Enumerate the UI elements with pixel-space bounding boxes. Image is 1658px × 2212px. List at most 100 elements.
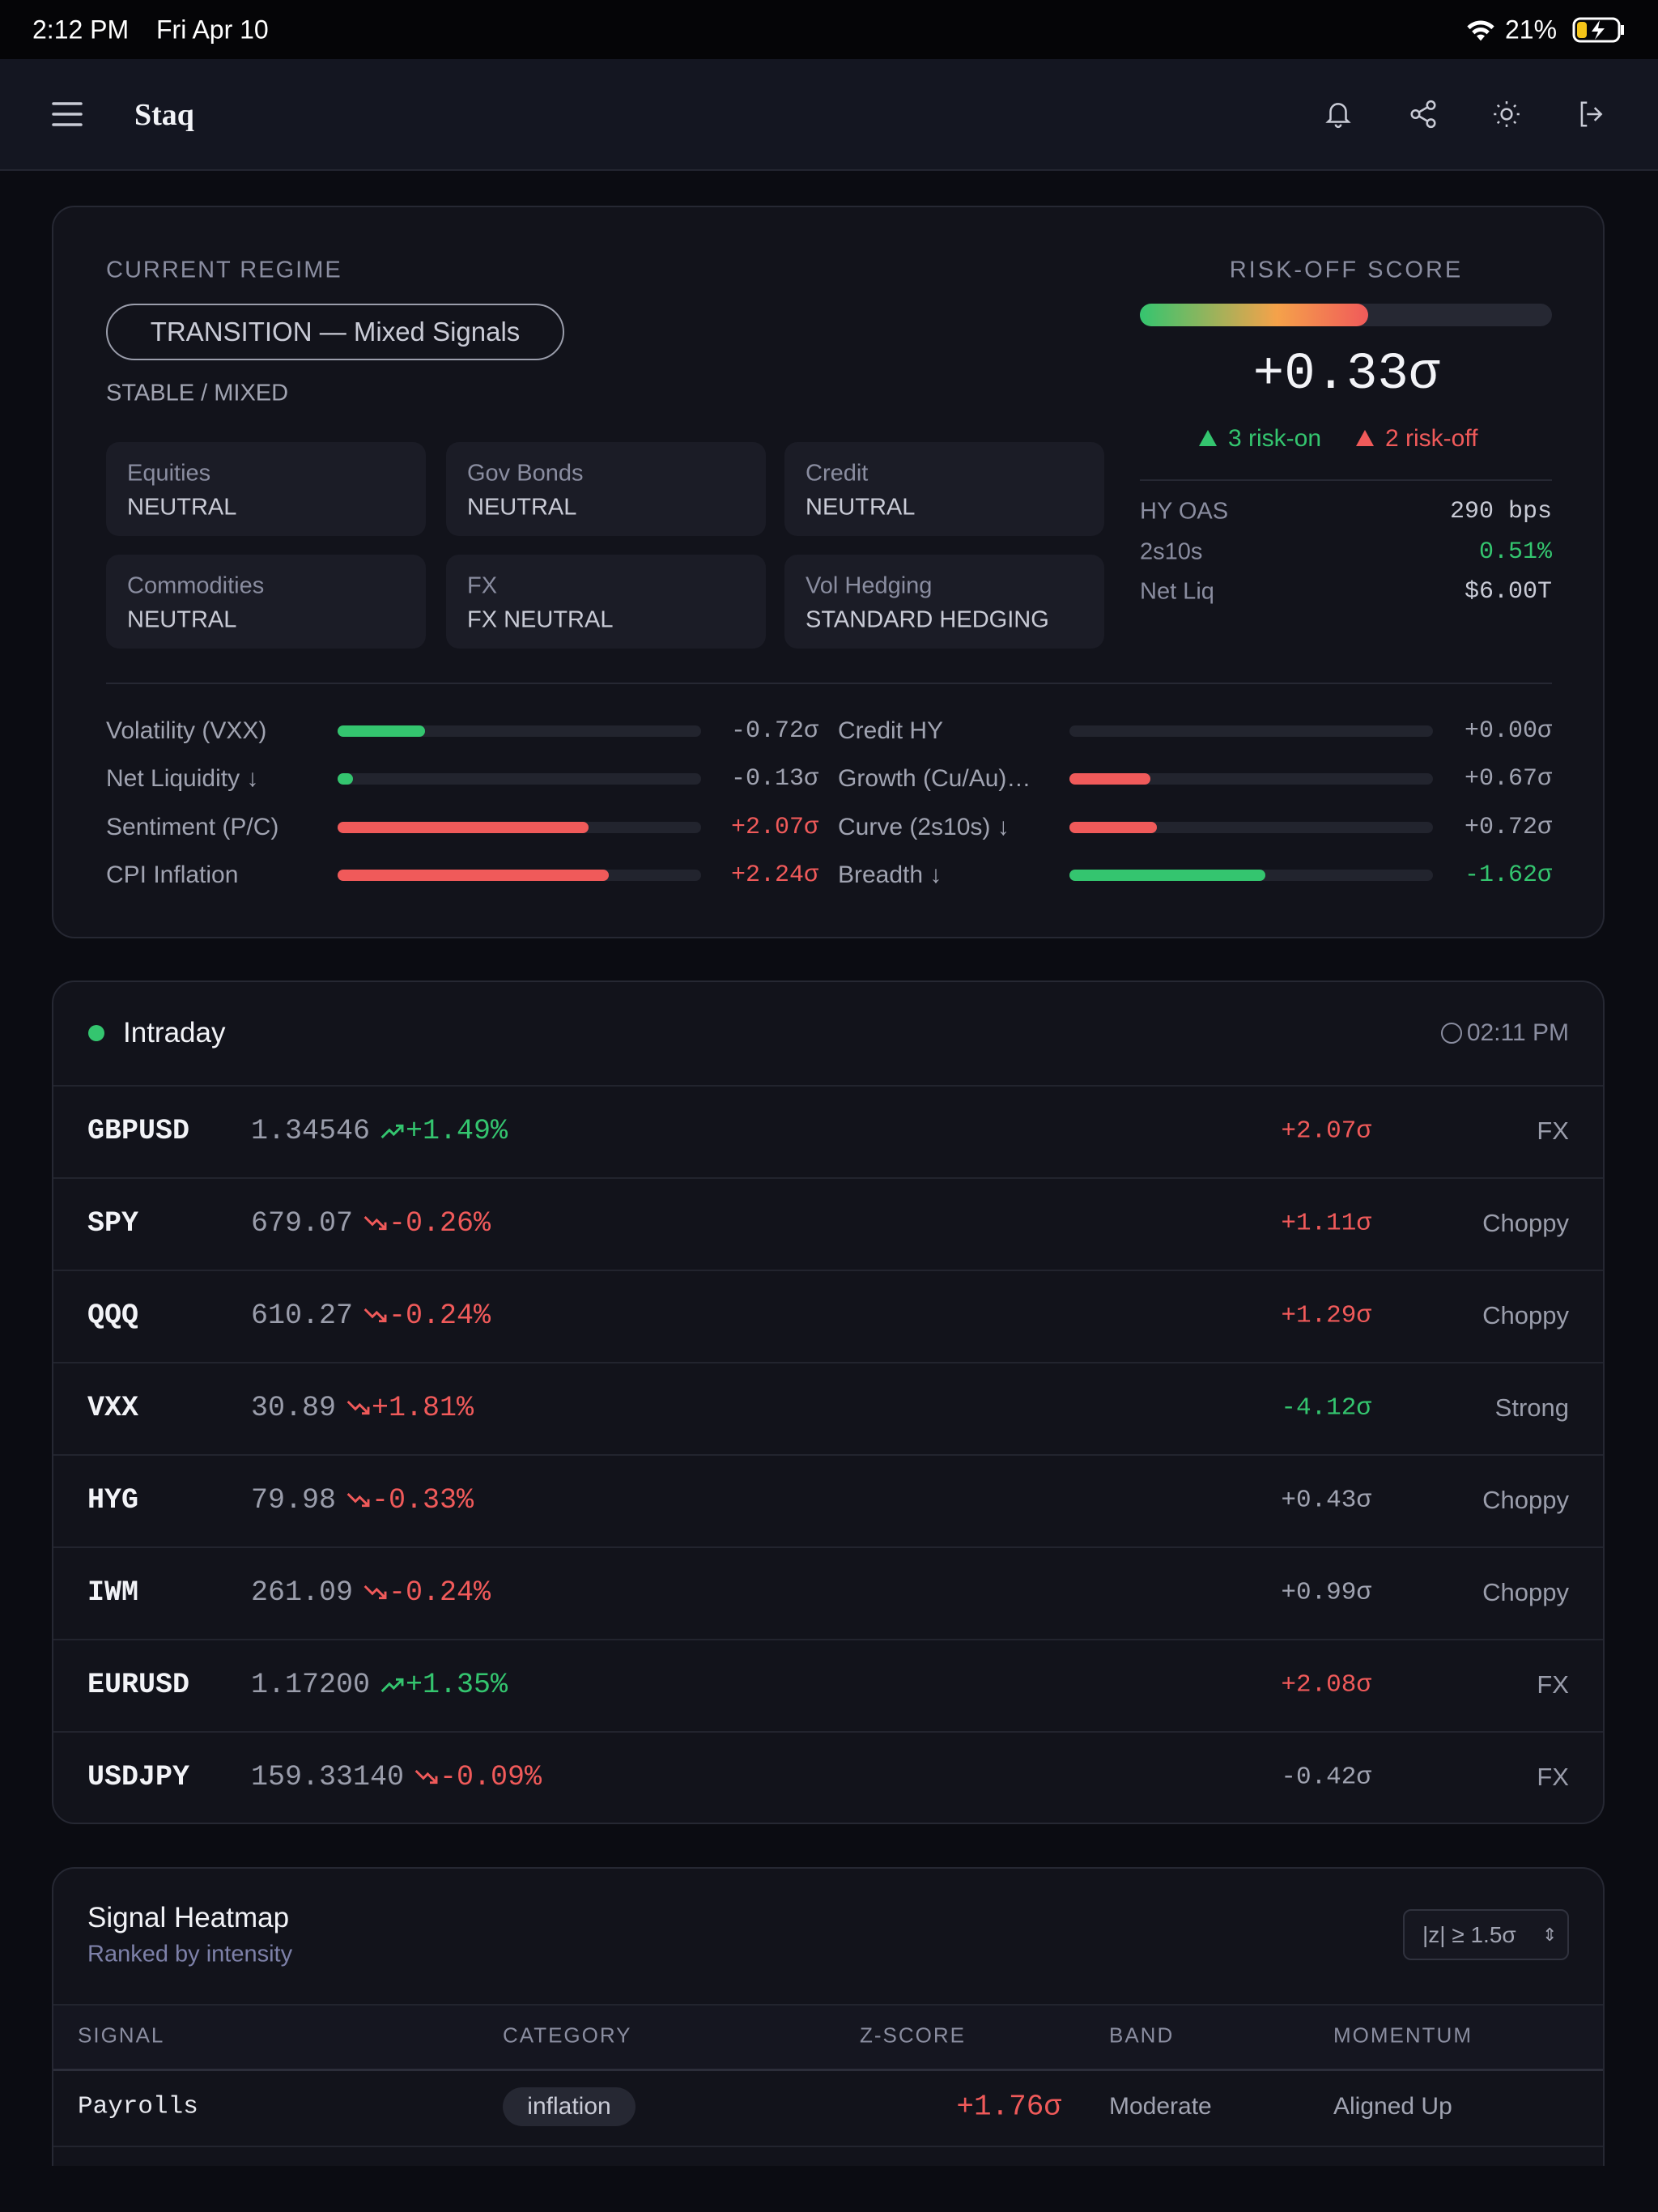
metric-value: 290 bps: [1449, 498, 1552, 525]
asset-tile: [446, 555, 766, 649]
change-group: -0.09%: [414, 1761, 542, 1793]
change-group: -0.33%: [346, 1484, 474, 1516]
signal-value: -1.62σ: [1464, 861, 1552, 889]
signal-value: +0.67σ: [1464, 765, 1552, 793]
regime-tag: Choppy: [1482, 1486, 1569, 1514]
theme-button[interactable]: [1491, 99, 1522, 130]
z-score: +1.29σ: [1281, 1301, 1371, 1330]
signal-name: Sentiment (P/C): [106, 813, 279, 840]
asset-status: NEUTRAL: [127, 606, 237, 633]
signal-track: [1069, 773, 1433, 785]
row-divider: [53, 1731, 1603, 1733]
price-group: 79.98 -0.33%: [251, 1484, 474, 1516]
trend-icon: [346, 1400, 370, 1415]
z-score: +2.07σ: [1281, 1117, 1371, 1146]
signal-track: [1069, 725, 1433, 737]
intraday-time: 02:11 PM: [1466, 1019, 1569, 1046]
trend-icon: [414, 1769, 438, 1784]
z-score: +0.43σ: [1281, 1486, 1371, 1515]
signal-name: CPI Inflation: [106, 861, 239, 888]
asset-name: FX: [467, 572, 498, 599]
change: -0.26%: [389, 1207, 491, 1240]
signal-value: +2.24σ: [730, 861, 818, 889]
brand: Staq: [134, 98, 194, 132]
ticker: HYG: [87, 1484, 139, 1516]
row-divider: [53, 1639, 1603, 1640]
asset-name: Credit: [806, 460, 869, 487]
battery-percent: 21%: [1505, 15, 1558, 45]
signal-name: Curve (2s10s) ↓: [838, 813, 1010, 840]
column-header: Z-SCORE: [860, 2023, 966, 2048]
signal-track: [338, 725, 701, 737]
momentum-cell: Aligned Up: [1333, 2093, 1452, 2120]
filter-select[interactable]: [1403, 1909, 1569, 1960]
notifications-button[interactable]: [1323, 99, 1354, 130]
signal-bar: [1069, 773, 1151, 785]
category-pill: [503, 2087, 636, 2126]
wifi-icon: [1467, 20, 1494, 41]
signal-name: Volatility (VXX): [106, 717, 267, 744]
trend-icon: [380, 1124, 404, 1139]
regime-tag: Choppy: [1482, 1578, 1569, 1606]
price-group: 1.34546 +1.49%: [251, 1115, 508, 1147]
asset-status: NEUTRAL: [467, 494, 577, 521]
signal-cell: Payrolls: [78, 2092, 198, 2121]
ticker: QQQ: [87, 1300, 139, 1332]
change: +1.35%: [406, 1669, 508, 1701]
asset-name: Commodities: [127, 572, 265, 599]
asset-tile: [106, 555, 426, 649]
signal-bar: [338, 773, 354, 785]
price-group: 159.33140 -0.09%: [251, 1761, 542, 1793]
category-cell: inflation: [527, 2093, 611, 2120]
asset-tile: [106, 442, 426, 536]
ticker: SPY: [87, 1207, 139, 1240]
row-divider: [53, 1546, 1603, 1548]
price-group: 679.07 -0.26%: [251, 1207, 491, 1240]
metric-value: $6.00T: [1464, 578, 1552, 606]
signal-track: [1069, 821, 1433, 833]
z-score: +0.99σ: [1281, 1578, 1371, 1607]
column-header: MOMENTUM: [1333, 2023, 1473, 2048]
change: -0.33%: [372, 1484, 474, 1516]
row-divider: [53, 1270, 1603, 1271]
metric-value: 0.51%: [1478, 538, 1552, 566]
scroll-clip: Signal Heatmap Ranked by intensity |z| ≥ 1…: [52, 1867, 1605, 2166]
share-button[interactable]: [1408, 99, 1439, 130]
change-group: +1.49%: [380, 1115, 508, 1147]
ticker: EURUSD: [87, 1669, 190, 1701]
signal-track: [338, 773, 701, 785]
asset-tile: [446, 442, 766, 536]
change-group: +1.81%: [346, 1392, 474, 1424]
change: +1.81%: [372, 1392, 474, 1424]
price: 1.34546: [251, 1115, 371, 1147]
battery-icon: [1572, 17, 1624, 43]
price-group: 261.09 -0.24%: [251, 1576, 491, 1609]
regime-tag: Choppy: [1482, 1209, 1569, 1237]
signal-name: Breadth ↓: [838, 861, 942, 888]
price: 30.89: [251, 1392, 337, 1424]
signal-value: -0.72σ: [730, 717, 818, 745]
change-group: -0.24%: [363, 1300, 491, 1332]
price-group: 30.89 +1.81%: [251, 1392, 474, 1424]
status-time: 2:12 PM: [32, 15, 130, 45]
change: -0.24%: [389, 1576, 491, 1609]
metric-name: 2s10s: [1140, 538, 1203, 564]
change: -0.09%: [440, 1761, 542, 1793]
change: +1.49%: [406, 1115, 508, 1147]
risk-off-count: 2 risk-off: [1385, 425, 1478, 452]
regime-tag: Choppy: [1482, 1301, 1569, 1329]
logout-button[interactable]: [1575, 99, 1606, 130]
z-score: -4.12σ: [1281, 1393, 1371, 1423]
ticker: IWM: [87, 1576, 139, 1609]
row-divider: [53, 2146, 1603, 2147]
change-group: -0.24%: [363, 1576, 491, 1609]
clock-icon: [1441, 1023, 1462, 1044]
trend-icon: [363, 1585, 387, 1600]
menu-button[interactable]: [52, 100, 83, 128]
z-score: -0.42σ: [1281, 1763, 1371, 1792]
signal-bar: [338, 869, 610, 881]
change-group: +1.35%: [380, 1669, 508, 1701]
divider: [106, 683, 1552, 684]
price: 679.07: [251, 1207, 354, 1240]
